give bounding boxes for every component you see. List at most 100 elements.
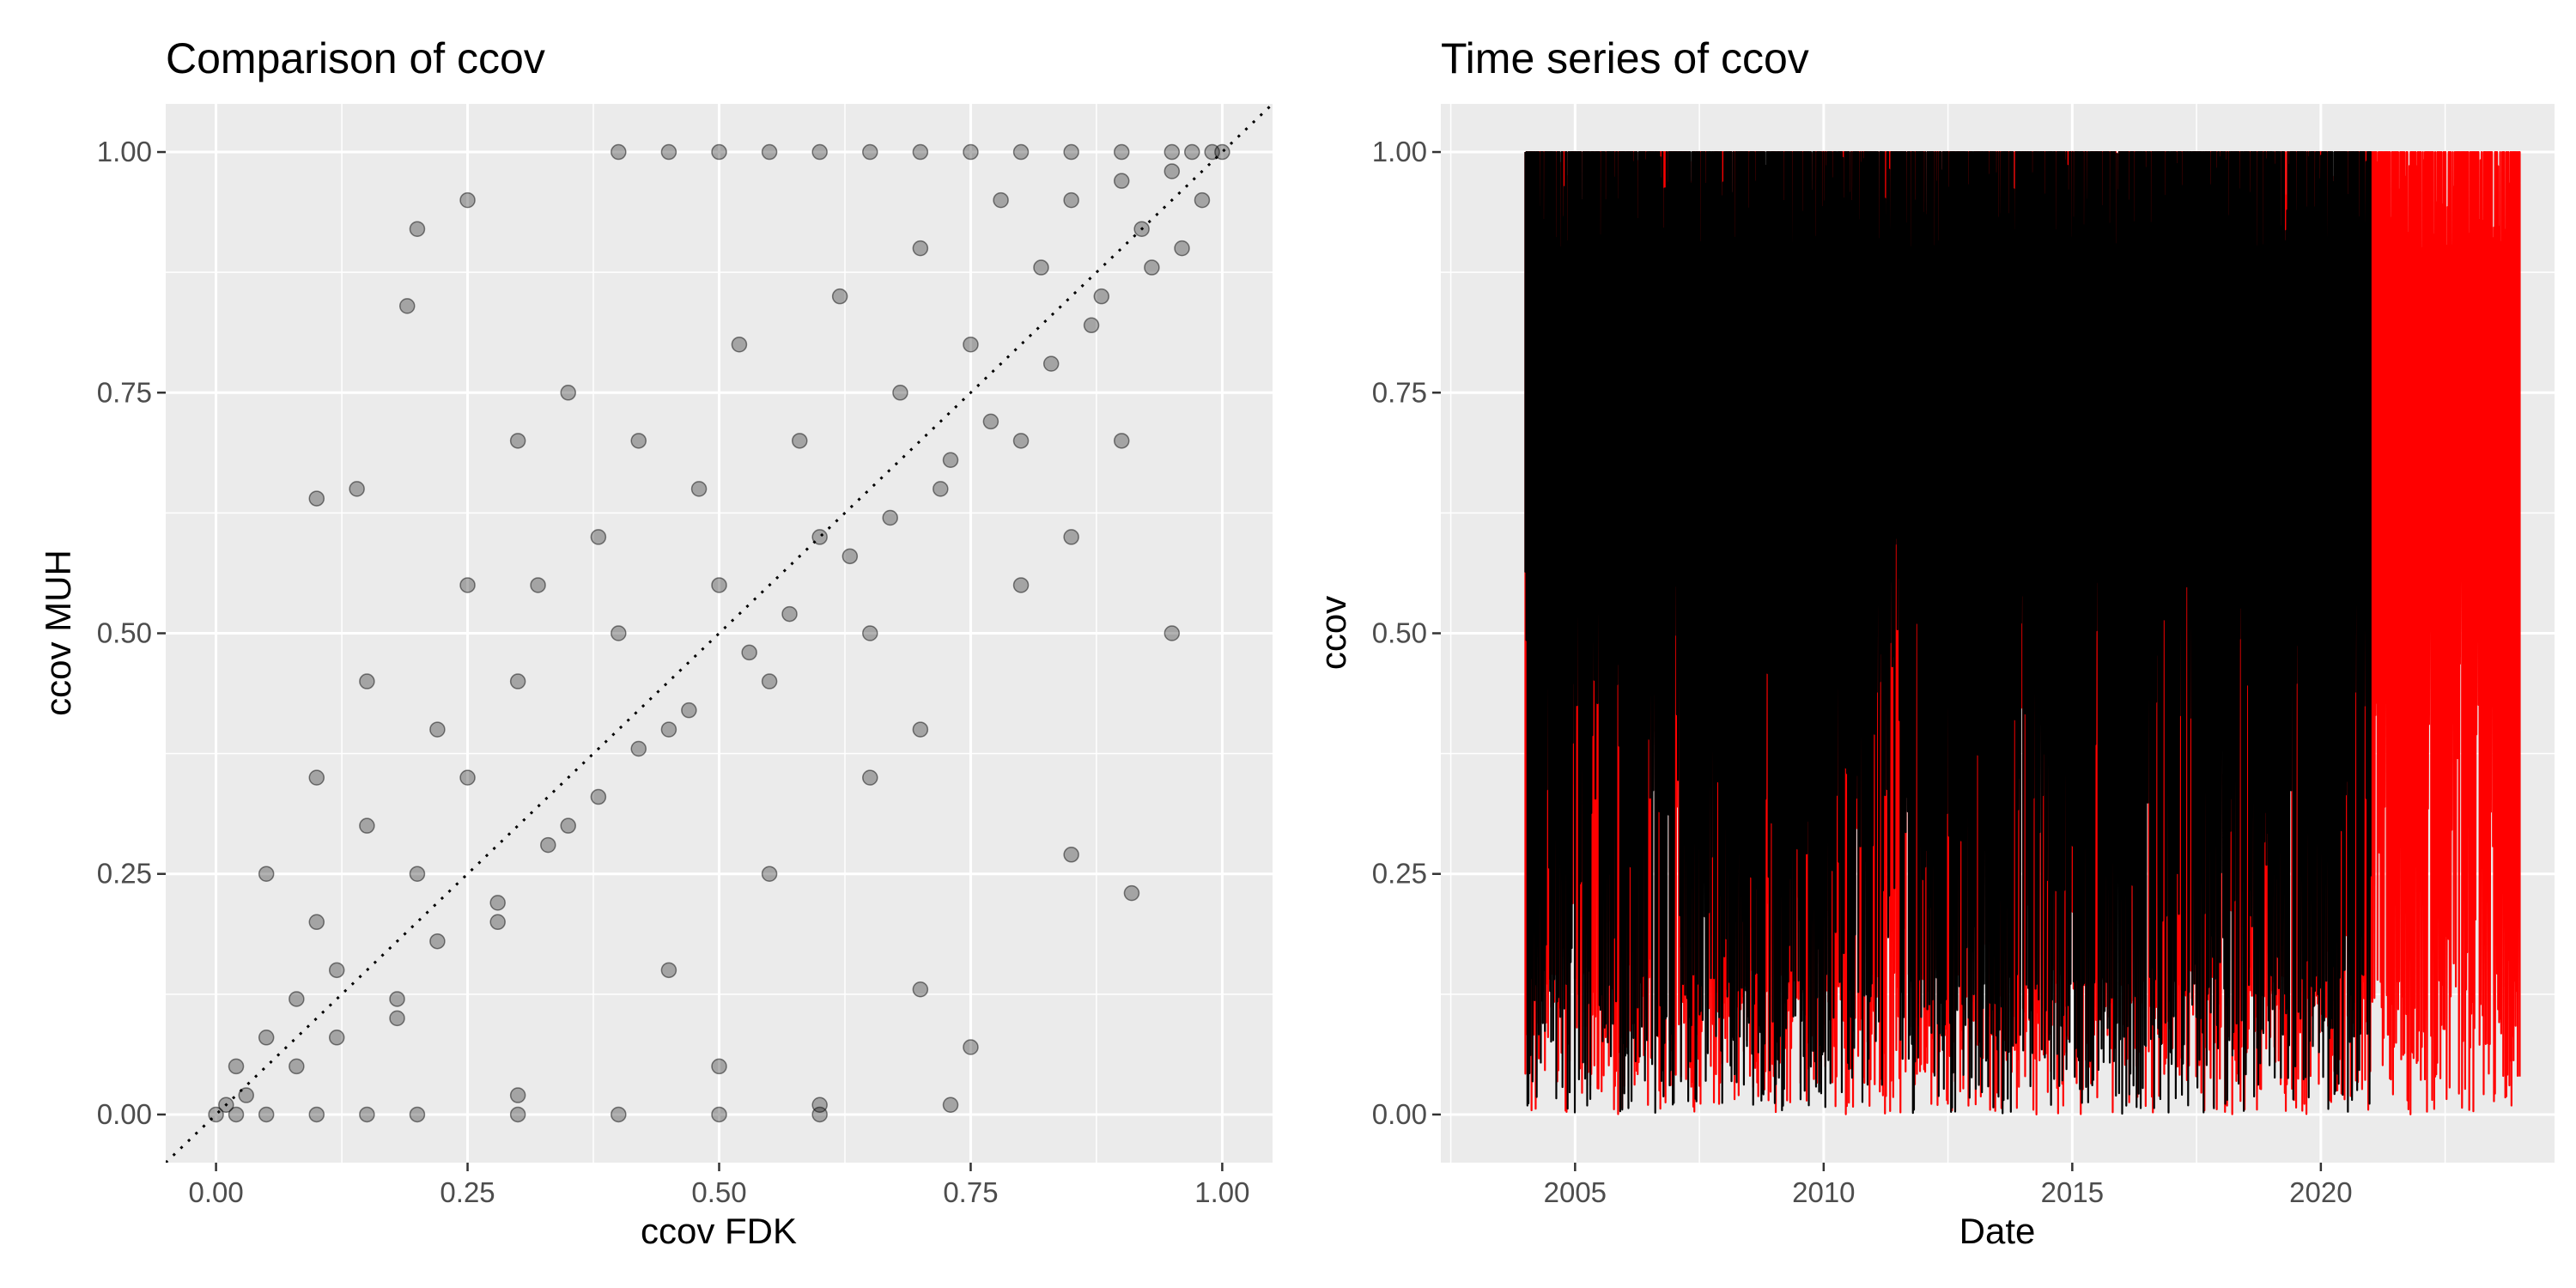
scatter-point xyxy=(349,481,365,497)
scatter-point xyxy=(509,433,526,449)
scatter-point xyxy=(1163,625,1181,641)
scatter-point xyxy=(1033,259,1049,276)
timeseries-x-tick-label: 2015 xyxy=(2041,1176,2104,1208)
scatter-point xyxy=(1113,143,1130,161)
scatter-point xyxy=(359,673,375,690)
scatter-gridlines xyxy=(166,104,1273,1163)
scatter-point xyxy=(912,721,929,738)
scatter-x-axis-title: ccov FDK xyxy=(641,1211,797,1251)
scatter-point xyxy=(811,143,828,161)
timeseries-x-axis-title: Date xyxy=(1959,1211,2036,1251)
scatter-point xyxy=(509,673,526,690)
scatter-point xyxy=(841,548,859,565)
scatter-x-tick-label: 0.50 xyxy=(691,1176,746,1208)
scatter-title: Comparison of ccov xyxy=(166,34,545,82)
scatter-point xyxy=(1012,143,1030,161)
timeseries-x-tick-label: 2010 xyxy=(1792,1176,1855,1208)
scatter-point xyxy=(308,490,325,507)
scatter-point xyxy=(811,529,828,545)
scatter-point xyxy=(409,866,426,882)
scatter-point xyxy=(761,866,778,882)
scatter-point xyxy=(912,240,929,257)
scatter-point xyxy=(218,1097,234,1113)
scatter-point xyxy=(1012,433,1030,449)
scatter-point xyxy=(459,191,476,209)
scatter-point xyxy=(1204,143,1220,161)
scatter-point xyxy=(1083,317,1100,334)
scatter-point xyxy=(409,221,426,237)
scatter-point xyxy=(660,721,677,738)
series-fdk-line xyxy=(1524,150,2372,1115)
scatter-point xyxy=(1174,240,1190,257)
scatter-point xyxy=(289,991,305,1007)
scatter-point xyxy=(459,577,476,593)
scatter-point xyxy=(1163,143,1181,161)
scatter-point xyxy=(630,740,647,757)
scatter-point xyxy=(862,143,878,161)
scatter-point xyxy=(963,336,979,353)
scatter-point xyxy=(630,433,647,449)
scatter-point xyxy=(1093,288,1110,305)
scatter-point xyxy=(1194,191,1211,209)
scatter-point xyxy=(761,143,778,161)
scatter-axis-ticks: 0.00 0.25 0.50 0.75 1.00 0.00 0.25 0.50 0.75 1.00 xyxy=(97,136,1250,1208)
scatter-point xyxy=(1113,173,1130,189)
scatter-point xyxy=(660,962,677,979)
scatter-point xyxy=(1042,355,1060,372)
scatter-point xyxy=(228,1058,245,1075)
scatter-point xyxy=(933,481,949,497)
scatter-point xyxy=(611,1106,627,1123)
timeseries-axis-ticks: 2005 2010 2015 2020 0.00 0.25 0.50 0.75 1.00 xyxy=(1372,136,2353,1208)
scatter-point xyxy=(942,452,959,468)
scatter-point xyxy=(389,991,405,1007)
scatter-x-tick-label: 0.25 xyxy=(440,1176,495,1208)
scatter-point xyxy=(993,191,1009,209)
scatter-point xyxy=(711,1058,727,1075)
scatter-point xyxy=(328,1030,345,1046)
scatter-point xyxy=(1163,163,1181,179)
scatter-x-tick-label: 1.00 xyxy=(1194,1176,1249,1208)
scatter-x-tick-label: 0.00 xyxy=(188,1176,243,1208)
scatter-point xyxy=(359,1106,375,1123)
timeseries-y-tick-label: 1.00 xyxy=(1372,136,1427,167)
scatter-panel: Comparison of ccov 0.00 0.25 0.50 0.75 1.00 0… xyxy=(38,34,1273,1251)
scatter-point xyxy=(1063,191,1079,209)
scatter-point xyxy=(208,1106,224,1123)
scatter-point xyxy=(560,817,576,834)
scatter-point xyxy=(791,433,808,449)
scatter-point xyxy=(1113,433,1130,449)
scatter-point xyxy=(681,702,697,719)
scatter-point xyxy=(359,817,375,834)
scatter-point xyxy=(1063,847,1079,863)
scatter-point xyxy=(711,143,727,161)
scatter-point xyxy=(258,866,275,882)
scatter-point xyxy=(1123,884,1140,902)
scatter-point xyxy=(811,1106,828,1123)
scatter-y-axis-title: ccov MUH xyxy=(38,550,78,716)
scatter-point xyxy=(1063,529,1079,545)
scatter-point xyxy=(389,1010,405,1027)
scatter-point xyxy=(509,1087,526,1103)
timeseries-y-tick-label: 0.00 xyxy=(1372,1098,1427,1130)
scatter-point xyxy=(942,1097,959,1113)
scatter-y-tick-label: 0.75 xyxy=(97,376,152,408)
timeseries-y-tick-label: 0.50 xyxy=(1372,617,1427,649)
scatter-point xyxy=(912,143,929,161)
scatter-point xyxy=(289,1058,305,1075)
scatter-point xyxy=(1184,143,1200,161)
timeseries-title: Time series of ccov xyxy=(1441,34,1809,82)
scatter-point xyxy=(258,1106,275,1123)
scatter-point xyxy=(912,981,929,998)
scatter-point xyxy=(982,413,999,430)
scatter-point xyxy=(660,143,677,161)
timeseries-panel: Time series of ccov 2005 2010 2015 2020 0.00… xyxy=(1313,34,2555,1251)
scatter-point xyxy=(963,143,979,161)
scatter-point xyxy=(398,298,416,314)
scatter-point xyxy=(781,605,798,623)
scatter-point xyxy=(761,673,778,690)
scatter-y-tick-label: 0.25 xyxy=(97,858,152,890)
scatter-point xyxy=(731,336,748,353)
timeseries-y-axis-title: ccov xyxy=(1313,596,1353,670)
scatter-point xyxy=(811,1097,828,1113)
